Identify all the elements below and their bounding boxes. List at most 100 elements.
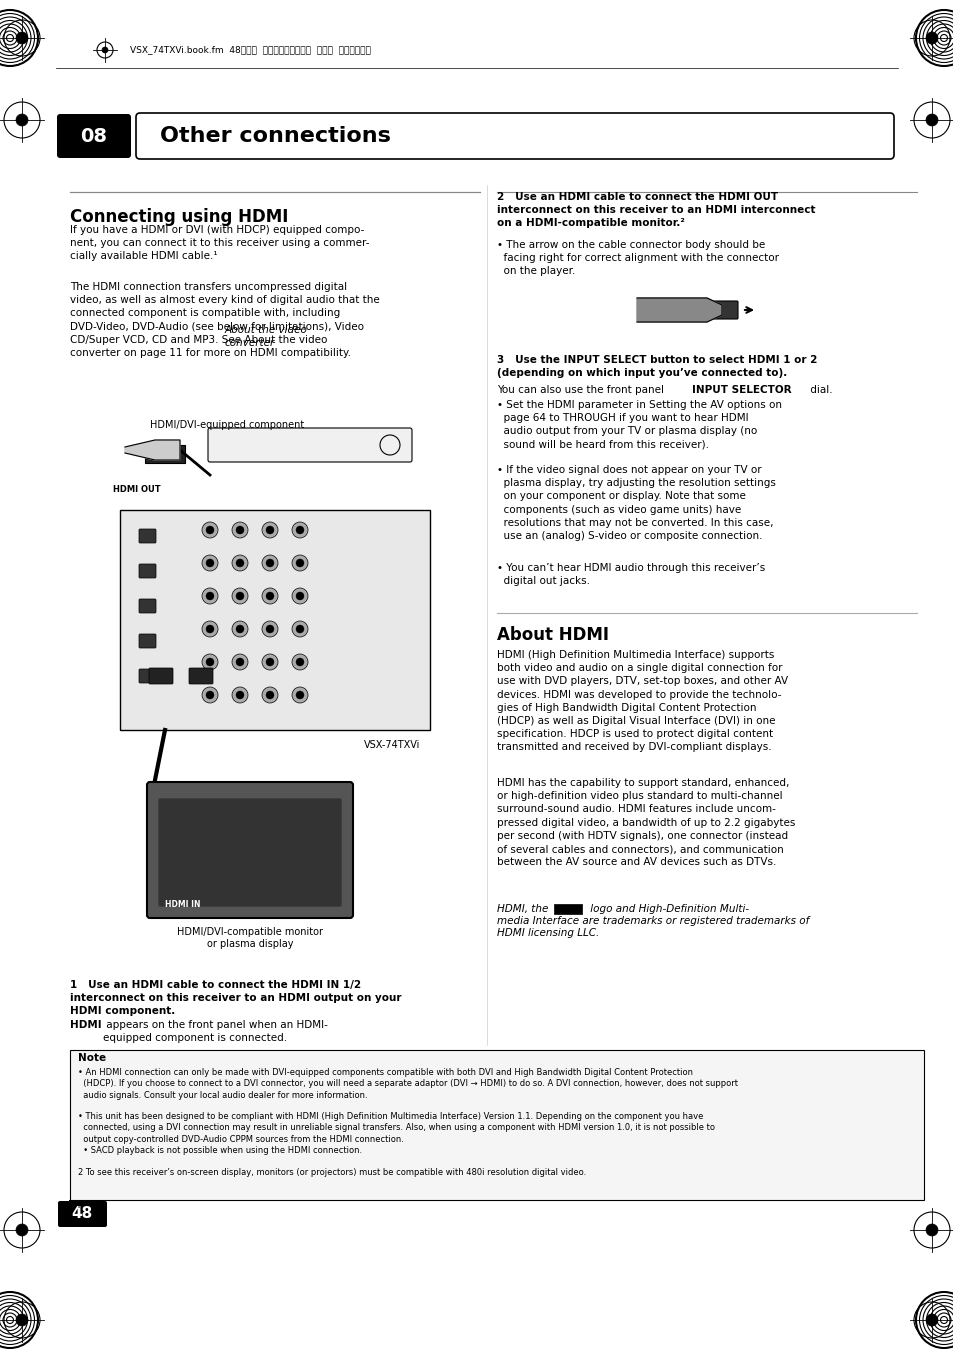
FancyBboxPatch shape: [70, 1050, 923, 1200]
Circle shape: [232, 654, 248, 670]
Circle shape: [206, 626, 213, 634]
FancyBboxPatch shape: [139, 563, 156, 578]
Text: converter: converter: [225, 338, 275, 349]
Text: 08: 08: [80, 127, 108, 146]
Bar: [120, 509, 430, 730]
Circle shape: [266, 559, 274, 567]
Text: 3   Use the INPUT SELECT button to select HDMI 1 or 2
(depending on which input : 3 Use the INPUT SELECT button to select …: [497, 355, 817, 378]
Text: HDMI (High Definition Multimedia Interface) supports
both video and audio on a s: HDMI (High Definition Multimedia Interfa…: [497, 650, 787, 753]
Circle shape: [295, 526, 304, 534]
Text: Note: Note: [78, 1052, 106, 1063]
Polygon shape: [125, 440, 180, 459]
Circle shape: [16, 1224, 28, 1236]
Circle shape: [16, 1315, 28, 1325]
Circle shape: [266, 526, 274, 534]
Circle shape: [262, 621, 277, 638]
Text: Other connections: Other connections: [160, 126, 391, 146]
Circle shape: [202, 688, 218, 703]
Text: • An HDMI connection can only be made with DVI-equipped components compatible wi: • An HDMI connection can only be made wi…: [78, 1069, 738, 1100]
Text: media Interface are trademarks or registered trademarks of: media Interface are trademarks or regist…: [497, 916, 808, 925]
Circle shape: [266, 658, 274, 666]
Circle shape: [262, 688, 277, 703]
Text: About the video: About the video: [225, 326, 308, 335]
Text: 2   Use an HDMI cable to connect the HDMI OUT
interconnect on this receiver to a: 2 Use an HDMI cable to connect the HDMI …: [497, 192, 815, 228]
Circle shape: [202, 588, 218, 604]
FancyBboxPatch shape: [139, 669, 156, 684]
Circle shape: [925, 113, 937, 126]
FancyBboxPatch shape: [136, 113, 893, 159]
Circle shape: [202, 521, 218, 538]
Text: logo and High-Definition Multi-: logo and High-Definition Multi-: [586, 904, 748, 915]
Text: You can also use the front panel: You can also use the front panel: [497, 385, 666, 394]
Circle shape: [232, 688, 248, 703]
Text: VSX_74TXVi.book.fm  48ページ  ２００５年６月６日  月曜日  午後７時８分: VSX_74TXVi.book.fm 48ページ ２００５年６月６日 月曜日 午…: [130, 46, 371, 54]
Circle shape: [295, 690, 304, 698]
Circle shape: [202, 621, 218, 638]
Circle shape: [266, 626, 274, 634]
FancyBboxPatch shape: [139, 634, 156, 648]
FancyBboxPatch shape: [705, 301, 738, 319]
Circle shape: [232, 521, 248, 538]
Circle shape: [262, 588, 277, 604]
Circle shape: [292, 555, 308, 571]
Text: • The arrow on the cable connector body should be
  facing right for correct ali: • The arrow on the cable connector body …: [497, 240, 779, 277]
Circle shape: [206, 690, 213, 698]
Circle shape: [235, 658, 244, 666]
Circle shape: [925, 1315, 937, 1325]
FancyBboxPatch shape: [189, 667, 213, 684]
Circle shape: [266, 592, 274, 600]
Circle shape: [206, 526, 213, 534]
Text: HDMI IN: HDMI IN: [165, 900, 200, 909]
Circle shape: [202, 555, 218, 571]
Text: HDMI licensing LLC.: HDMI licensing LLC.: [497, 928, 598, 938]
Text: Connecting using HDMI: Connecting using HDMI: [70, 208, 288, 226]
Text: HDMI has the capability to support standard, enhanced,
or high-definition video : HDMI has the capability to support stand…: [497, 778, 795, 867]
Circle shape: [16, 113, 28, 126]
Circle shape: [295, 626, 304, 634]
Text: 1   Use an HDMI cable to connect the HDMI IN 1/2
interconnect on this receiver t: 1 Use an HDMI cable to connect the HDMI …: [70, 979, 401, 1016]
FancyBboxPatch shape: [147, 782, 353, 917]
FancyBboxPatch shape: [139, 598, 156, 613]
Circle shape: [232, 621, 248, 638]
Circle shape: [292, 588, 308, 604]
Text: HDMI: HDMI: [70, 1020, 102, 1029]
Circle shape: [232, 588, 248, 604]
Text: appears on the front panel when an HDMI-
equipped component is connected.: appears on the front panel when an HDMI-…: [103, 1020, 328, 1043]
Text: HDMI/DVI-compatible monitor
or plasma display: HDMI/DVI-compatible monitor or plasma di…: [177, 927, 323, 948]
Circle shape: [235, 690, 244, 698]
Text: • Set the HDMI parameter in Setting the AV options on
  page 64 to THROUGH if yo: • Set the HDMI parameter in Setting the …: [497, 400, 781, 450]
Text: If you have a HDMI or DVI (with HDCP) equipped compo-
nent, you can connect it t: If you have a HDMI or DVI (with HDCP) eq…: [70, 226, 369, 261]
Bar: [145, 444, 185, 463]
Text: HDMI/DVI-equipped component: HDMI/DVI-equipped component: [150, 420, 304, 430]
Circle shape: [266, 690, 274, 698]
Circle shape: [295, 658, 304, 666]
Circle shape: [262, 555, 277, 571]
Circle shape: [235, 526, 244, 534]
Text: INPUT SELECTOR: INPUT SELECTOR: [691, 385, 791, 394]
Circle shape: [262, 521, 277, 538]
FancyBboxPatch shape: [208, 428, 412, 462]
FancyBboxPatch shape: [554, 904, 581, 915]
Circle shape: [292, 521, 308, 538]
Text: En: En: [68, 1200, 80, 1210]
Circle shape: [206, 592, 213, 600]
Text: dial.: dial.: [806, 385, 832, 394]
Circle shape: [235, 559, 244, 567]
Circle shape: [295, 592, 304, 600]
Text: • If the video signal does not appear on your TV or
  plasma display, try adjust: • If the video signal does not appear on…: [497, 465, 775, 540]
Circle shape: [202, 654, 218, 670]
Circle shape: [292, 654, 308, 670]
Text: • This unit has been designed to be compliant with HDMI (High Definition Multime: • This unit has been designed to be comp…: [78, 1112, 714, 1155]
FancyBboxPatch shape: [58, 1201, 107, 1227]
Polygon shape: [637, 299, 721, 322]
FancyBboxPatch shape: [57, 113, 131, 158]
Circle shape: [925, 1224, 937, 1236]
FancyBboxPatch shape: [158, 798, 341, 907]
Circle shape: [16, 32, 28, 45]
Text: About HDMI: About HDMI: [497, 626, 608, 644]
FancyBboxPatch shape: [149, 667, 172, 684]
Text: The HDMI connection transfers uncompressed digital
video, as well as almost ever: The HDMI connection transfers uncompress…: [70, 282, 379, 358]
Circle shape: [295, 559, 304, 567]
Circle shape: [235, 592, 244, 600]
Text: 48: 48: [71, 1206, 92, 1221]
